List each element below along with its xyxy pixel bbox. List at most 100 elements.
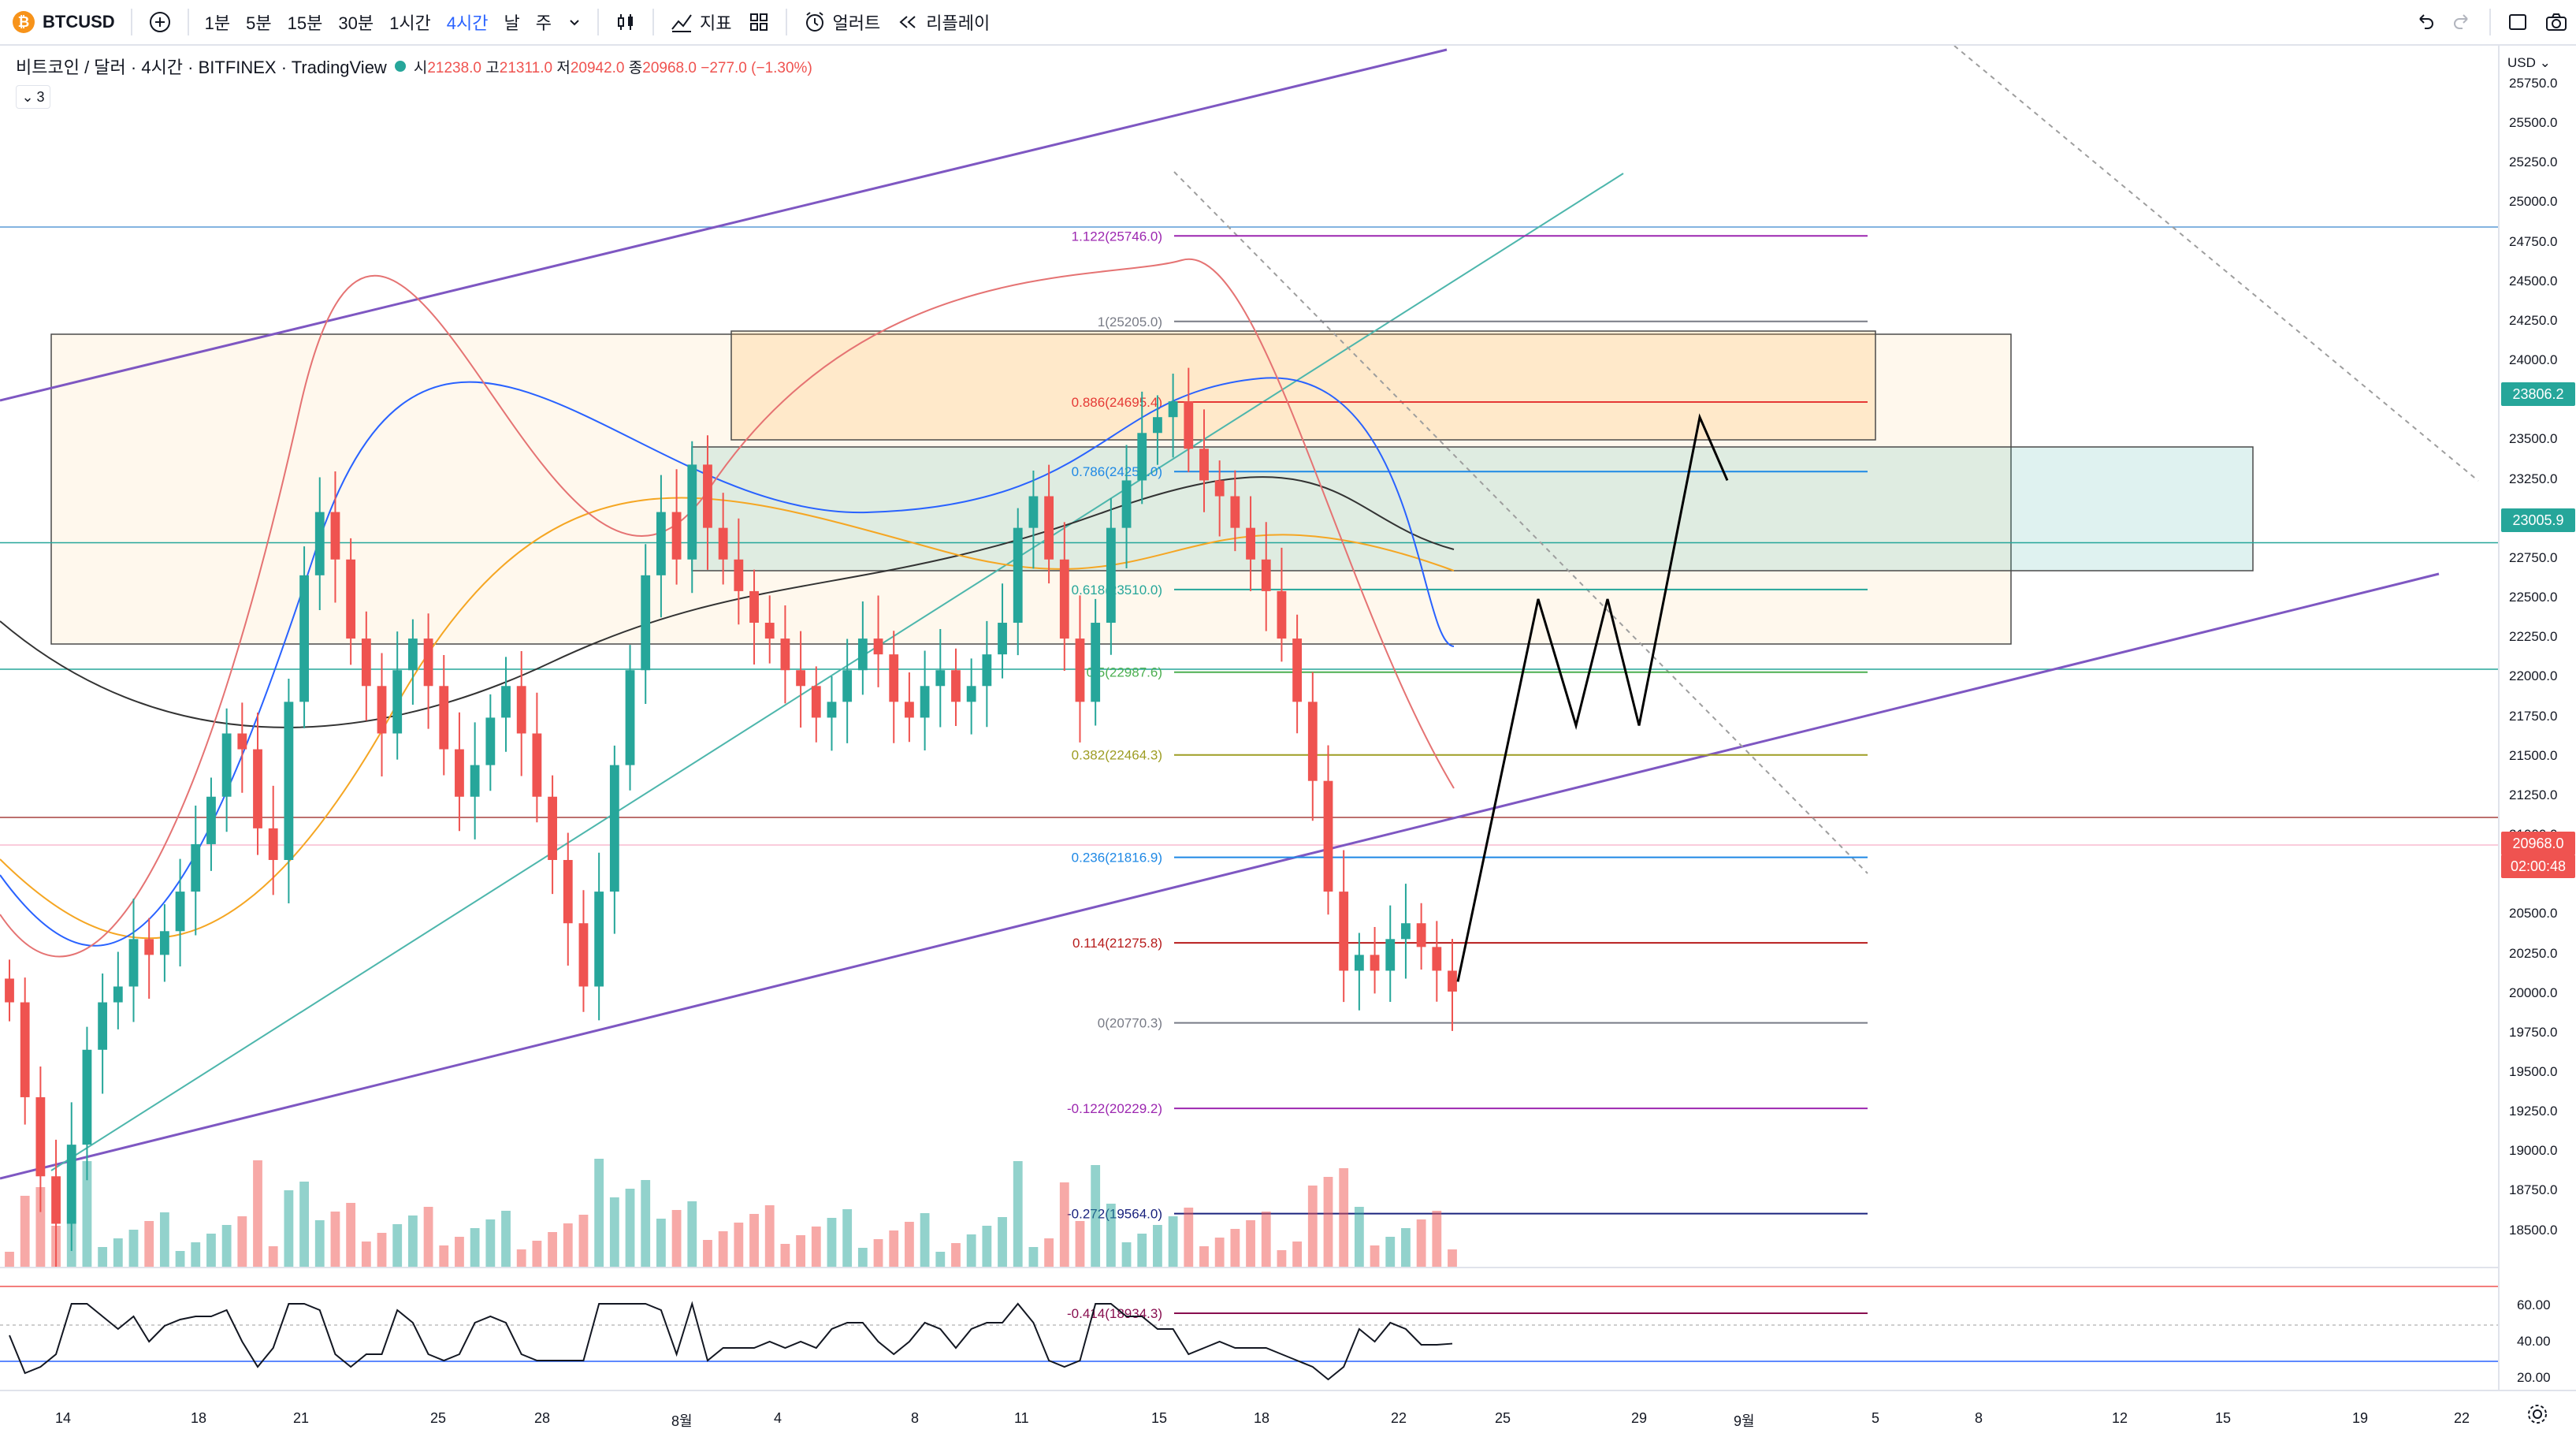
interval-1m[interactable]: 1분 — [204, 13, 231, 33]
time-tick-label: 9월 — [1734, 1413, 1755, 1429]
bitcoin-icon: ₿ — [13, 11, 35, 33]
interval-dropdown[interactable] — [559, 0, 589, 45]
grid-icon — [749, 13, 768, 31]
chart-pane[interactable]: 1.122(25746.0) 1(25205.0) 0.886(24695.4) 0.… — [0, 45, 2498, 1390]
volume-bar — [563, 1223, 573, 1268]
chart-type-button[interactable] — [607, 0, 645, 45]
fib-level-label: 0.618(23510.0) — [1072, 583, 1162, 598]
volume-bar — [191, 1242, 201, 1268]
interval-4h[interactable]: 4시간 — [446, 13, 489, 33]
candle-body — [1277, 590, 1287, 639]
volume-bar — [920, 1213, 930, 1268]
currency-label[interactable]: USD ⌄ — [2507, 55, 2551, 70]
volume-bar — [485, 1219, 496, 1268]
interval-day[interactable]: 날 — [504, 13, 520, 33]
settings-gear-icon[interactable] — [2526, 1402, 2549, 1426]
zone-box-upper — [730, 330, 1876, 441]
time-tick-label: 29 — [1631, 1410, 1648, 1426]
candle-body — [1075, 638, 1085, 702]
price-chart[interactable]: 1.122(25746.0) 1(25205.0) 0.886(24695.4) 0.… — [0, 45, 2498, 1390]
redo-icon — [2454, 14, 2468, 29]
time-tick-label: 19 — [2352, 1410, 2369, 1426]
layouts-button[interactable] — [740, 0, 778, 45]
candle-body — [998, 623, 1007, 655]
candle-body — [827, 702, 837, 718]
fullscreen-button[interactable] — [2499, 0, 2537, 45]
fib-level-label: 0.786(24256.0) — [1072, 464, 1162, 479]
volume-bar — [703, 1240, 712, 1268]
compare-button[interactable] — [140, 0, 180, 45]
interval-5m[interactable]: 5분 — [246, 13, 272, 33]
price-tick-label: 21750.0 — [2509, 708, 2558, 724]
time-tick-label: 15 — [2215, 1410, 2232, 1426]
interval-week[interactable]: 주 — [535, 13, 552, 33]
rsi-tick-label: 20.00 — [2517, 1370, 2551, 1385]
candle-body — [1059, 559, 1069, 639]
volume-bar — [827, 1218, 837, 1268]
candle-body — [796, 670, 806, 687]
candle-body — [1028, 496, 1039, 528]
time-tick-label: 22 — [2454, 1410, 2470, 1426]
candle-body — [284, 702, 294, 860]
candle-body — [113, 986, 123, 1003]
redo-button[interactable] — [2444, 0, 2481, 45]
volume-bar — [1448, 1249, 1457, 1268]
divider — [130, 9, 132, 35]
candle-body — [563, 859, 573, 924]
volume-bar — [1354, 1207, 1364, 1268]
indicators-button[interactable]: 지표 — [662, 0, 739, 45]
price-tick-label: 24750.0 — [2509, 233, 2558, 249]
candle-body — [966, 686, 976, 702]
candle-body — [1106, 527, 1116, 624]
volume-bar — [873, 1239, 883, 1268]
volume-bar — [1199, 1246, 1209, 1268]
candle-body — [1261, 559, 1271, 591]
zone-box-wide — [50, 333, 2012, 645]
top-toolbar: ₿ BTCUSD 1분 5분 15분 30분 1시간 4시간 날 주 지표 얼러… — [0, 0, 2576, 46]
candle-body — [578, 923, 589, 987]
time-tick-label: 11 — [1014, 1410, 1029, 1426]
trend-line-dashed-1 — [1173, 171, 1868, 874]
candle-body — [1370, 955, 1380, 971]
volume-bar — [749, 1214, 759, 1268]
time-tick-label: 4 — [774, 1410, 782, 1426]
candle-body — [392, 670, 403, 734]
candle-body — [1214, 480, 1225, 497]
volume-bar — [1401, 1228, 1411, 1268]
candle-body — [1307, 702, 1318, 781]
price-tick-label: 23250.0 — [2509, 471, 2558, 486]
price-axis[interactable]: USD ⌄ 25750.0 25500.0 25250.0 25000.0 24750.… — [2498, 46, 2576, 1390]
market-status-icon — [394, 61, 406, 72]
candle-body — [873, 638, 883, 655]
candle-body — [516, 686, 526, 734]
candle-body — [1184, 401, 1194, 449]
volume-bar — [548, 1232, 557, 1268]
candle-body — [1416, 923, 1426, 947]
candle-body — [175, 892, 185, 932]
candle-body — [1385, 939, 1396, 971]
candle-body — [703, 464, 712, 528]
interval-30m[interactable]: 30분 — [338, 13, 374, 33]
volume-bar — [1044, 1238, 1054, 1268]
snapshot-button[interactable] — [2537, 0, 2576, 45]
interval-1h[interactable]: 1시간 — [389, 13, 431, 33]
volume-bar — [1121, 1242, 1132, 1268]
candle-body — [501, 686, 511, 718]
volume-bar — [578, 1215, 589, 1268]
volume-bar — [1370, 1245, 1380, 1268]
interval-15m[interactable]: 15분 — [287, 13, 323, 33]
candle-body — [1168, 401, 1178, 418]
symbol-search-button[interactable]: ₿ BTCUSD — [0, 0, 123, 45]
ma-200-line — [0, 476, 1455, 728]
price-tick-label: 22750.0 — [2509, 549, 2558, 565]
candle-body — [268, 828, 278, 860]
replay-button[interactable]: 리플레이 — [888, 0, 998, 45]
candle-body — [718, 527, 728, 560]
candle-body — [377, 686, 387, 734]
time-axis[interactable]: 14 18 21 25 28 8월 4 8 11 15 18 22 25 29 9월 5 8 12 15 19 22 — [0, 1390, 2576, 1437]
indicator-collapse-button[interactable]: ⌄ 3 — [16, 85, 50, 109]
alerts-button[interactable]: 얼러트 — [795, 0, 889, 45]
volume-bar — [423, 1207, 433, 1268]
candle-body — [361, 638, 371, 687]
undo-button[interactable] — [2406, 0, 2444, 45]
